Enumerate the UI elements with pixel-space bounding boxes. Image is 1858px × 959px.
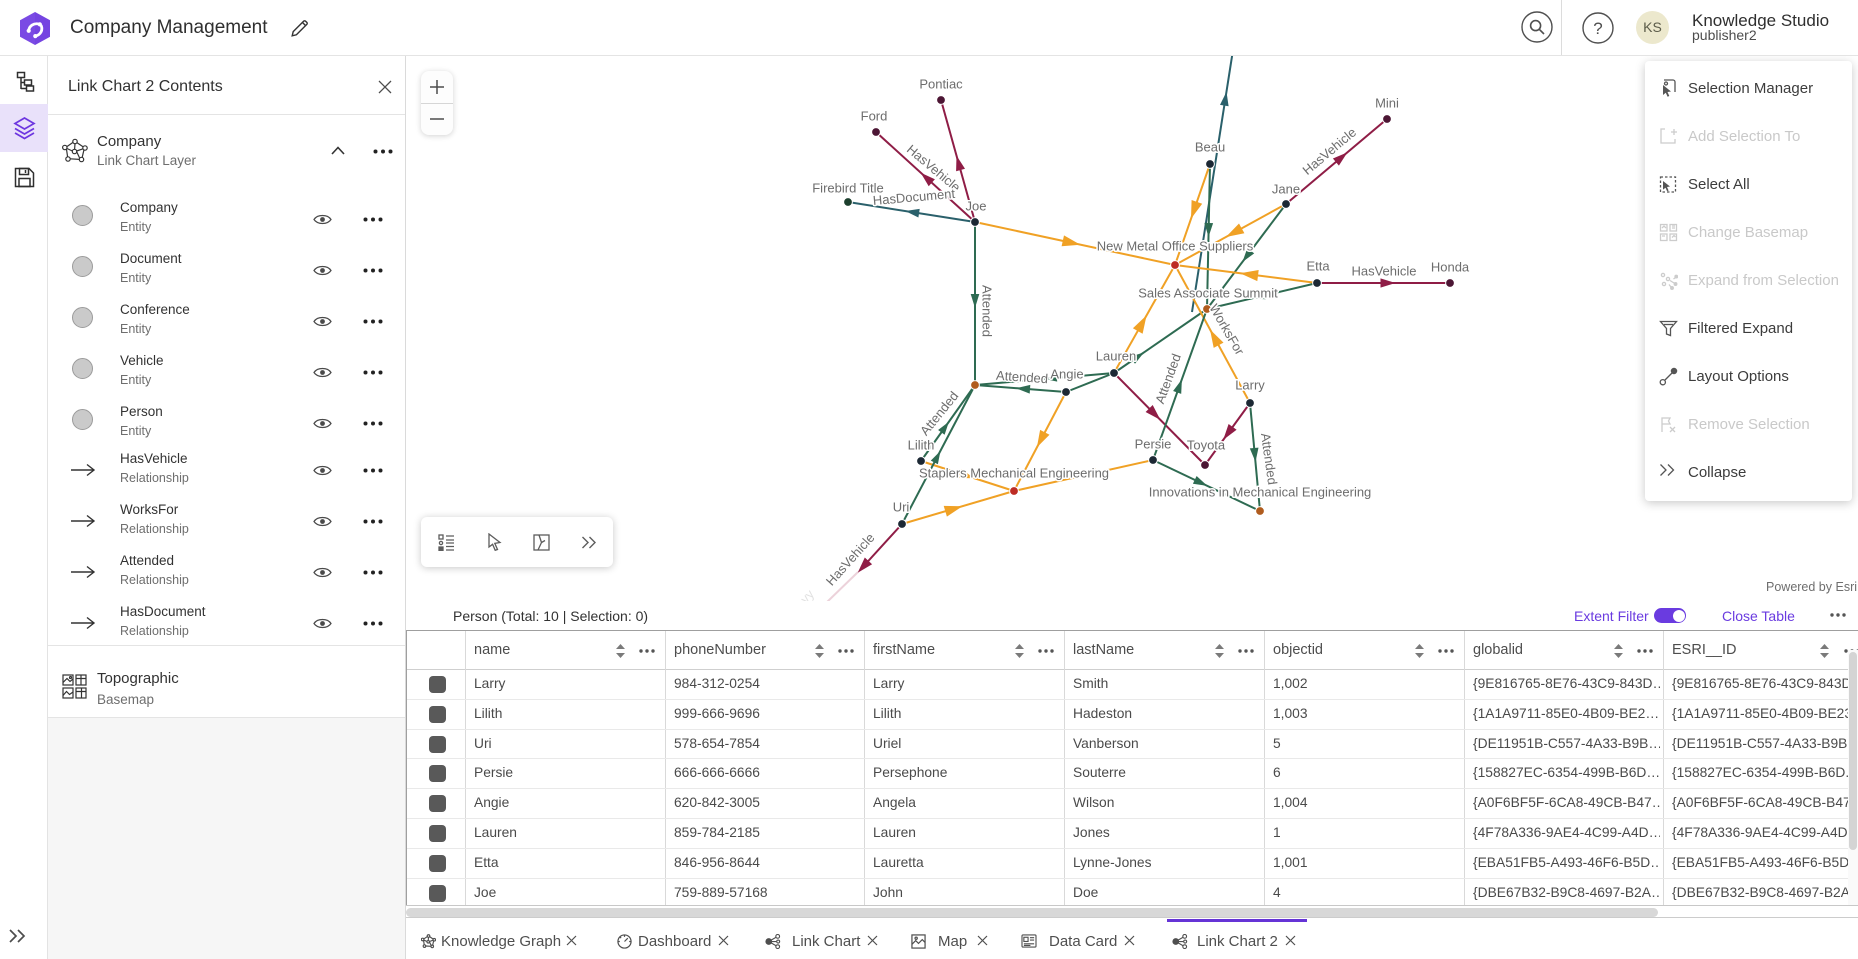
svg-text:Toyota: Toyota [1187,437,1226,452]
svg-text:Lilith: Lilith [908,437,935,452]
svg-text:Larry: Larry [1235,377,1265,392]
svg-text:HasVehicle: HasVehicle [1351,263,1416,278]
svg-text:Firebird Title: Firebird Title [812,180,884,195]
svg-text:Uri: Uri [893,499,910,514]
svg-text:Etta: Etta [1306,258,1330,273]
svg-text:Angie: Angie [1050,366,1083,381]
svg-text:Mini: Mini [1375,95,1399,110]
svg-text:Staplers Mechanical Engineerin: Staplers Mechanical Engineering [919,465,1109,480]
svg-text:?: ? [1593,19,1602,38]
svg-text:Joe: Joe [966,198,987,213]
svg-text:Ford: Ford [861,108,888,123]
svg-text:Attended: Attended [996,368,1049,387]
svg-text:Beau: Beau [1195,139,1225,154]
svg-text:Attended: Attended [1258,432,1280,486]
svg-text:WorksFor: WorksFor [1206,301,1247,358]
svg-text:Chevy: Chevy [781,586,817,601]
svg-text:Jane: Jane [1272,181,1300,196]
svg-text:Innovations in Mechanical Engi: Innovations in Mechanical Engineering [1149,484,1372,499]
svg-text:Lauren: Lauren [1096,348,1136,363]
svg-text:Attended: Attended [980,285,995,337]
svg-text:Persie: Persie [1135,436,1172,451]
svg-text:Honda: Honda [1431,259,1470,274]
svg-text:New Metal Office Suppliers: New Metal Office Suppliers [1097,238,1254,253]
svg-text:Sales Associate Summit: Sales Associate Summit [1138,285,1278,300]
svg-text:Attended: Attended [1152,352,1184,406]
svg-text:HasDocument: HasDocument [872,186,956,208]
svg-text:Pontiac: Pontiac [919,76,963,91]
